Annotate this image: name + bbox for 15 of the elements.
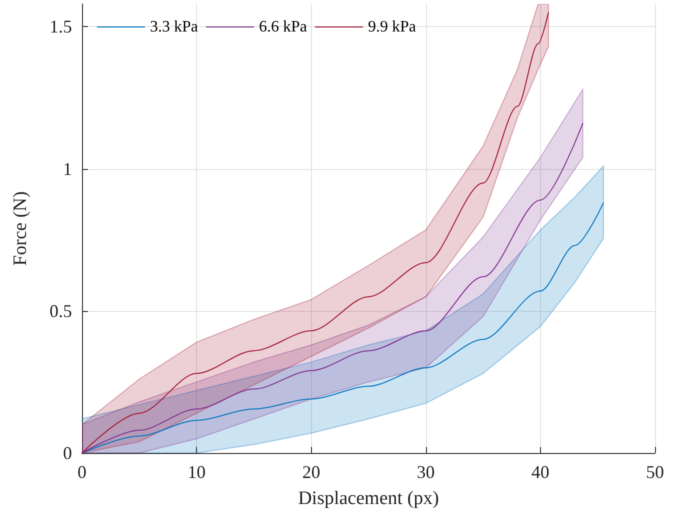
x-tick-label: 10 (188, 462, 206, 482)
x-tick-label: 40 (531, 462, 550, 482)
x-tick-label: 30 (416, 462, 435, 482)
legend-label: 6.6 kPa (259, 18, 307, 36)
y-tick-label: 0 (63, 443, 72, 463)
y-axis-title: Force (N) (10, 191, 31, 266)
x-tick-label: 20 (302, 462, 320, 482)
y-tick-label: 1.5 (50, 16, 72, 37)
y-tick-label: 1 (63, 158, 72, 179)
y-tick-label: 0.5 (50, 300, 72, 321)
x-tick-label: 0 (78, 462, 86, 482)
legend-label: 3.3 kPa (150, 18, 198, 36)
x-tick-label: 50 (646, 462, 664, 482)
x-axis-title: Displacement (px) (298, 488, 439, 509)
legend-label: 9.9 kPa (368, 18, 416, 36)
